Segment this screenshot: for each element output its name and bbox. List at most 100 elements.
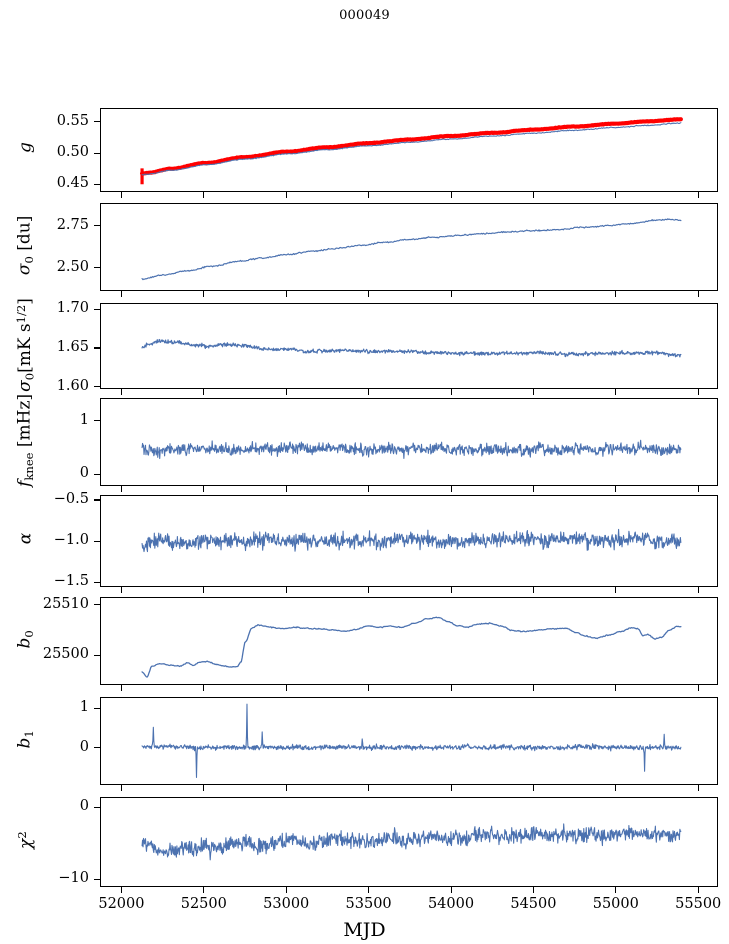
x-tick-mark-chi2-3 xyxy=(368,887,370,893)
x-tick-mark-sigma0_mk-6 xyxy=(615,389,617,395)
y-tick-label-sigma0_mk-1: 1.65 xyxy=(56,338,89,355)
plot-panel-chi2 xyxy=(100,797,718,887)
x-tick-mark-b1-1 xyxy=(203,785,205,791)
x-tick-mark-alpha-5 xyxy=(532,587,535,593)
x-tick-mark-b1-6 xyxy=(615,785,617,791)
plot-panel-g xyxy=(100,108,718,192)
x-tick-mark-fknee-1 xyxy=(203,486,205,492)
y-tick-label-g-2: 0.55 xyxy=(56,112,89,129)
x-tick-mark-alpha-7 xyxy=(697,587,699,593)
x-tick-label-2: 53000 xyxy=(263,896,310,912)
y-tick-label-chi2-0: −10 xyxy=(58,870,89,887)
x-tick-mark-b0-7 xyxy=(697,685,699,691)
y-tick-label-b0-0: 25500 xyxy=(42,646,89,663)
data-series-g-fit xyxy=(139,117,683,176)
x-tick-label-4: 54000 xyxy=(427,896,475,912)
x-tick-mark-b0-0 xyxy=(120,685,123,691)
x-tick-mark-alpha-3 xyxy=(368,587,370,593)
x-tick-label-6: 55000 xyxy=(592,896,639,912)
y-tick-mark-chi2-0 xyxy=(94,878,100,880)
x-tick-mark-b1-2 xyxy=(285,785,287,791)
y-tick-mark-alpha-2 xyxy=(94,499,100,501)
x-tick-mark-sigma0_mk-1 xyxy=(203,389,205,395)
x-tick-mark-chi2-7 xyxy=(697,887,699,893)
y-tick-mark-alpha-1 xyxy=(94,540,100,542)
x-tick-mark-g-3 xyxy=(368,192,370,198)
x-tick-mark-sigma0_mk-0 xyxy=(120,389,123,395)
x-axis-label: MJD xyxy=(343,919,386,941)
x-tick-mark-fknee-7 xyxy=(697,486,699,492)
x-tick-mark-g-2 xyxy=(285,192,287,198)
data-series-alpha xyxy=(141,528,682,553)
y-tick-label-sigma0_mk-2: 1.70 xyxy=(56,300,89,317)
y-tick-mark-sigma0_du-0 xyxy=(94,267,100,269)
y-tick-label-sigma0_du-0: 2.50 xyxy=(56,258,89,275)
data-series-sigma0-du xyxy=(141,218,682,281)
x-tick-mark-sigma0_du-6 xyxy=(615,291,617,297)
x-tick-mark-g-1 xyxy=(203,192,205,198)
x-tick-mark-sigma0_du-3 xyxy=(368,291,370,297)
x-tick-mark-b0-6 xyxy=(615,685,617,691)
x-tick-mark-sigma0_mk-2 xyxy=(285,389,287,395)
y-tick-label-alpha-0: −1.5 xyxy=(53,573,89,590)
y-tick-mark-b1-1 xyxy=(94,707,100,709)
x-tick-mark-g-5 xyxy=(532,192,535,198)
x-tick-mark-chi2-4 xyxy=(450,887,452,893)
x-tick-mark-alpha-0 xyxy=(120,587,123,593)
x-tick-label-3: 53500 xyxy=(345,896,392,912)
x-tick-mark-alpha-1 xyxy=(203,587,205,593)
plot-panel-b1 xyxy=(100,697,718,785)
x-tick-mark-alpha-6 xyxy=(615,587,617,593)
x-tick-mark-sigma0_mk-5 xyxy=(532,389,535,395)
y-tick-label-sigma0_du-1: 2.75 xyxy=(56,216,89,233)
x-tick-mark-b0-2 xyxy=(285,685,287,691)
x-tick-mark-alpha-4 xyxy=(450,587,452,593)
y-tick-mark-sigma0_mk-0 xyxy=(94,386,100,388)
data-series-sigma0-mk xyxy=(141,338,682,358)
x-tick-mark-fknee-2 xyxy=(285,486,287,492)
plot-panel-fknee xyxy=(100,398,718,486)
x-tick-mark-sigma0_mk-4 xyxy=(450,389,452,395)
y-tick-label-b1-0: 0 xyxy=(79,738,89,755)
y-tick-label-b1-1: 1 xyxy=(79,699,89,716)
y-tick-label-alpha-1: −1.0 xyxy=(53,532,89,548)
x-tick-label-1: 52500 xyxy=(180,896,227,912)
x-tick-mark-sigma0_du-2 xyxy=(285,291,287,297)
x-tick-mark-sigma0_du-0 xyxy=(120,291,123,297)
x-tick-mark-b0-3 xyxy=(368,685,370,691)
x-tick-mark-chi2-6 xyxy=(615,887,617,893)
y-tick-mark-b1-0 xyxy=(94,747,100,749)
x-tick-mark-b1-5 xyxy=(532,785,535,791)
y-tick-mark-alpha-0 xyxy=(94,581,100,583)
x-tick-mark-b1-4 xyxy=(450,785,452,791)
y-tick-mark-g-1 xyxy=(94,152,100,154)
x-tick-mark-g-6 xyxy=(615,192,617,198)
x-tick-label-5: 54500 xyxy=(510,896,557,912)
x-tick-mark-b1-3 xyxy=(368,785,370,791)
data-series-g-data xyxy=(141,122,682,176)
y-tick-mark-g-0 xyxy=(94,183,100,186)
x-tick-mark-fknee-0 xyxy=(120,486,123,492)
y-tick-label-fknee-0: 0 xyxy=(79,465,89,482)
x-tick-label-7: 55500 xyxy=(675,896,722,912)
data-series-b1 xyxy=(141,703,682,778)
plot-panel-sigma0_du xyxy=(100,203,718,291)
plot-panel-sigma0_mk xyxy=(100,303,718,389)
plot-panel-b0 xyxy=(100,597,718,685)
data-series-fknee xyxy=(141,439,682,460)
x-tick-mark-chi2-2 xyxy=(285,887,287,893)
y-axis-label-chi2: χ2 xyxy=(14,831,37,849)
x-tick-mark-fknee-6 xyxy=(615,486,617,492)
x-tick-mark-g-7 xyxy=(697,192,699,198)
x-tick-mark-sigma0_du-5 xyxy=(532,291,535,297)
y-tick-mark-g-2 xyxy=(94,121,100,123)
y-tick-label-chi2-1: 0 xyxy=(79,798,89,815)
x-tick-mark-fknee-5 xyxy=(532,486,535,492)
x-tick-mark-b0-1 xyxy=(203,685,205,691)
y-tick-mark-chi2-1 xyxy=(94,806,100,808)
x-tick-mark-chi2-0 xyxy=(120,887,123,893)
y-tick-label-fknee-1: 1 xyxy=(79,411,89,428)
x-tick-mark-fknee-3 xyxy=(368,486,370,492)
y-tick-mark-fknee-1 xyxy=(94,420,100,422)
y-tick-mark-b0-0 xyxy=(94,654,100,657)
